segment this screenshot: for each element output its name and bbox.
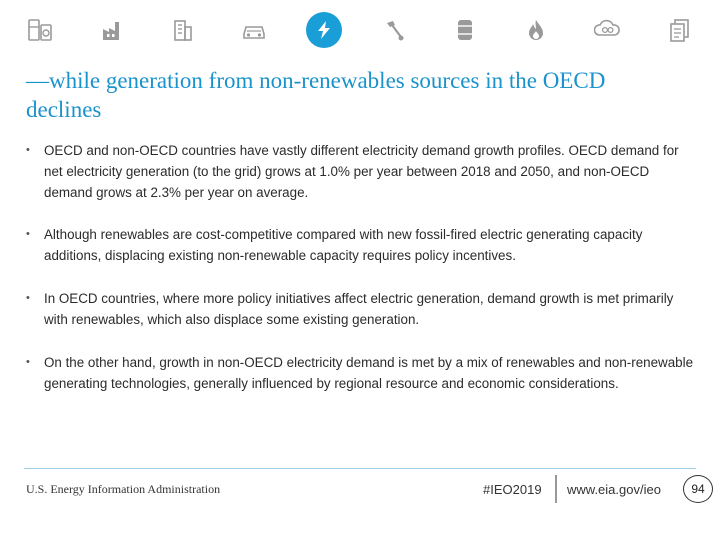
footer-divider-line — [24, 468, 696, 469]
topic-icon-bar — [0, 8, 720, 52]
appliances-icon[interactable] — [22, 12, 58, 48]
bullet-item: • OECD and non-OECD countries have vastl… — [26, 140, 696, 203]
slide-title: —while generation from non-renewables so… — [26, 68, 606, 122]
bullet-text: On the other hand, growth in non-OECD el… — [44, 355, 694, 391]
buildings-icon[interactable] — [165, 12, 201, 48]
bullet-marker: • — [26, 356, 30, 368]
electricity-icon[interactable] — [306, 12, 342, 48]
bullet-text: OECD and non-OECD countries have vastly … — [44, 143, 679, 200]
emissions-icon[interactable] — [589, 12, 625, 48]
bullet-item: • In OECD countries, where more policy i… — [26, 288, 696, 330]
coal-icon[interactable] — [376, 12, 412, 48]
transportation-icon[interactable] — [236, 12, 272, 48]
bullet-text: Although renewables are cost-competitive… — [44, 227, 643, 263]
oil-barrel-icon[interactable] — [447, 12, 483, 48]
bullet-marker: • — [26, 228, 30, 240]
bullet-text: In OECD countries, where more policy ini… — [44, 291, 674, 327]
page-number: 94 — [691, 482, 705, 496]
bullet-marker: • — [26, 292, 30, 304]
website-link[interactable]: www.eia.gov/ieo — [567, 482, 661, 497]
industry-icon[interactable] — [95, 12, 131, 48]
bullet-item: • Although renewables are cost-competiti… — [26, 224, 696, 266]
documents-icon[interactable] — [662, 12, 698, 48]
natural-gas-icon[interactable] — [518, 12, 554, 48]
bullet-item: • On the other hand, growth in non-OECD … — [26, 352, 696, 394]
footer-separator — [555, 475, 557, 503]
agency-name: U.S. Energy Information Administration — [26, 482, 221, 496]
page-number-badge: 94 — [683, 475, 713, 503]
hashtag-link[interactable]: #IEO2019 — [483, 482, 542, 497]
bullet-marker: • — [26, 144, 30, 156]
